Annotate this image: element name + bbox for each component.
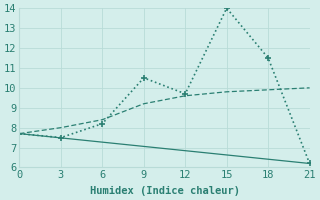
X-axis label: Humidex (Indice chaleur): Humidex (Indice chaleur) (90, 186, 239, 196)
